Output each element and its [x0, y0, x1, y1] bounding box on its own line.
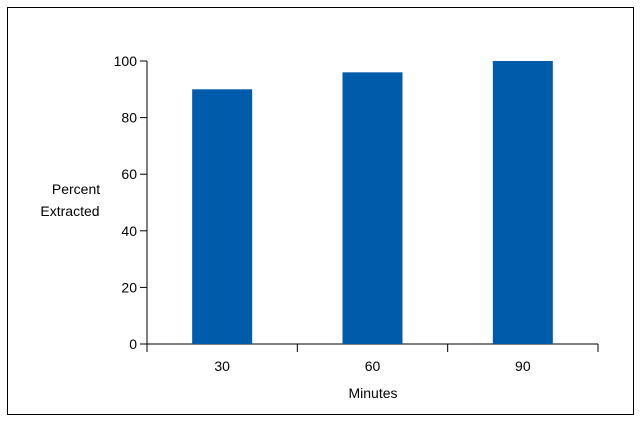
x-ticks: 30 60 90	[146, 344, 599, 374]
x-tick-label: 90	[515, 358, 531, 374]
bar-90	[492, 61, 553, 344]
x-tick-label: 30	[214, 358, 230, 374]
x-tick-label: 60	[365, 358, 381, 374]
y-axis-label-line-2: Extracted	[40, 203, 99, 219]
y-tick-label: 100	[114, 53, 138, 69]
bar-60	[342, 72, 403, 344]
y-tick-label: 40	[121, 223, 137, 239]
y-tick-label: 60	[121, 166, 137, 182]
x-axis-label: Minutes	[348, 385, 397, 401]
y-ticks: 0 20 40 60 80 100	[114, 53, 147, 352]
y-tick-label: 0	[129, 336, 137, 352]
bar-30	[192, 89, 253, 344]
y-tick-label: 20	[121, 279, 137, 295]
y-axis-label-line-1: Percent	[52, 181, 100, 197]
y-tick-label: 80	[121, 110, 137, 126]
bars	[192, 61, 553, 344]
